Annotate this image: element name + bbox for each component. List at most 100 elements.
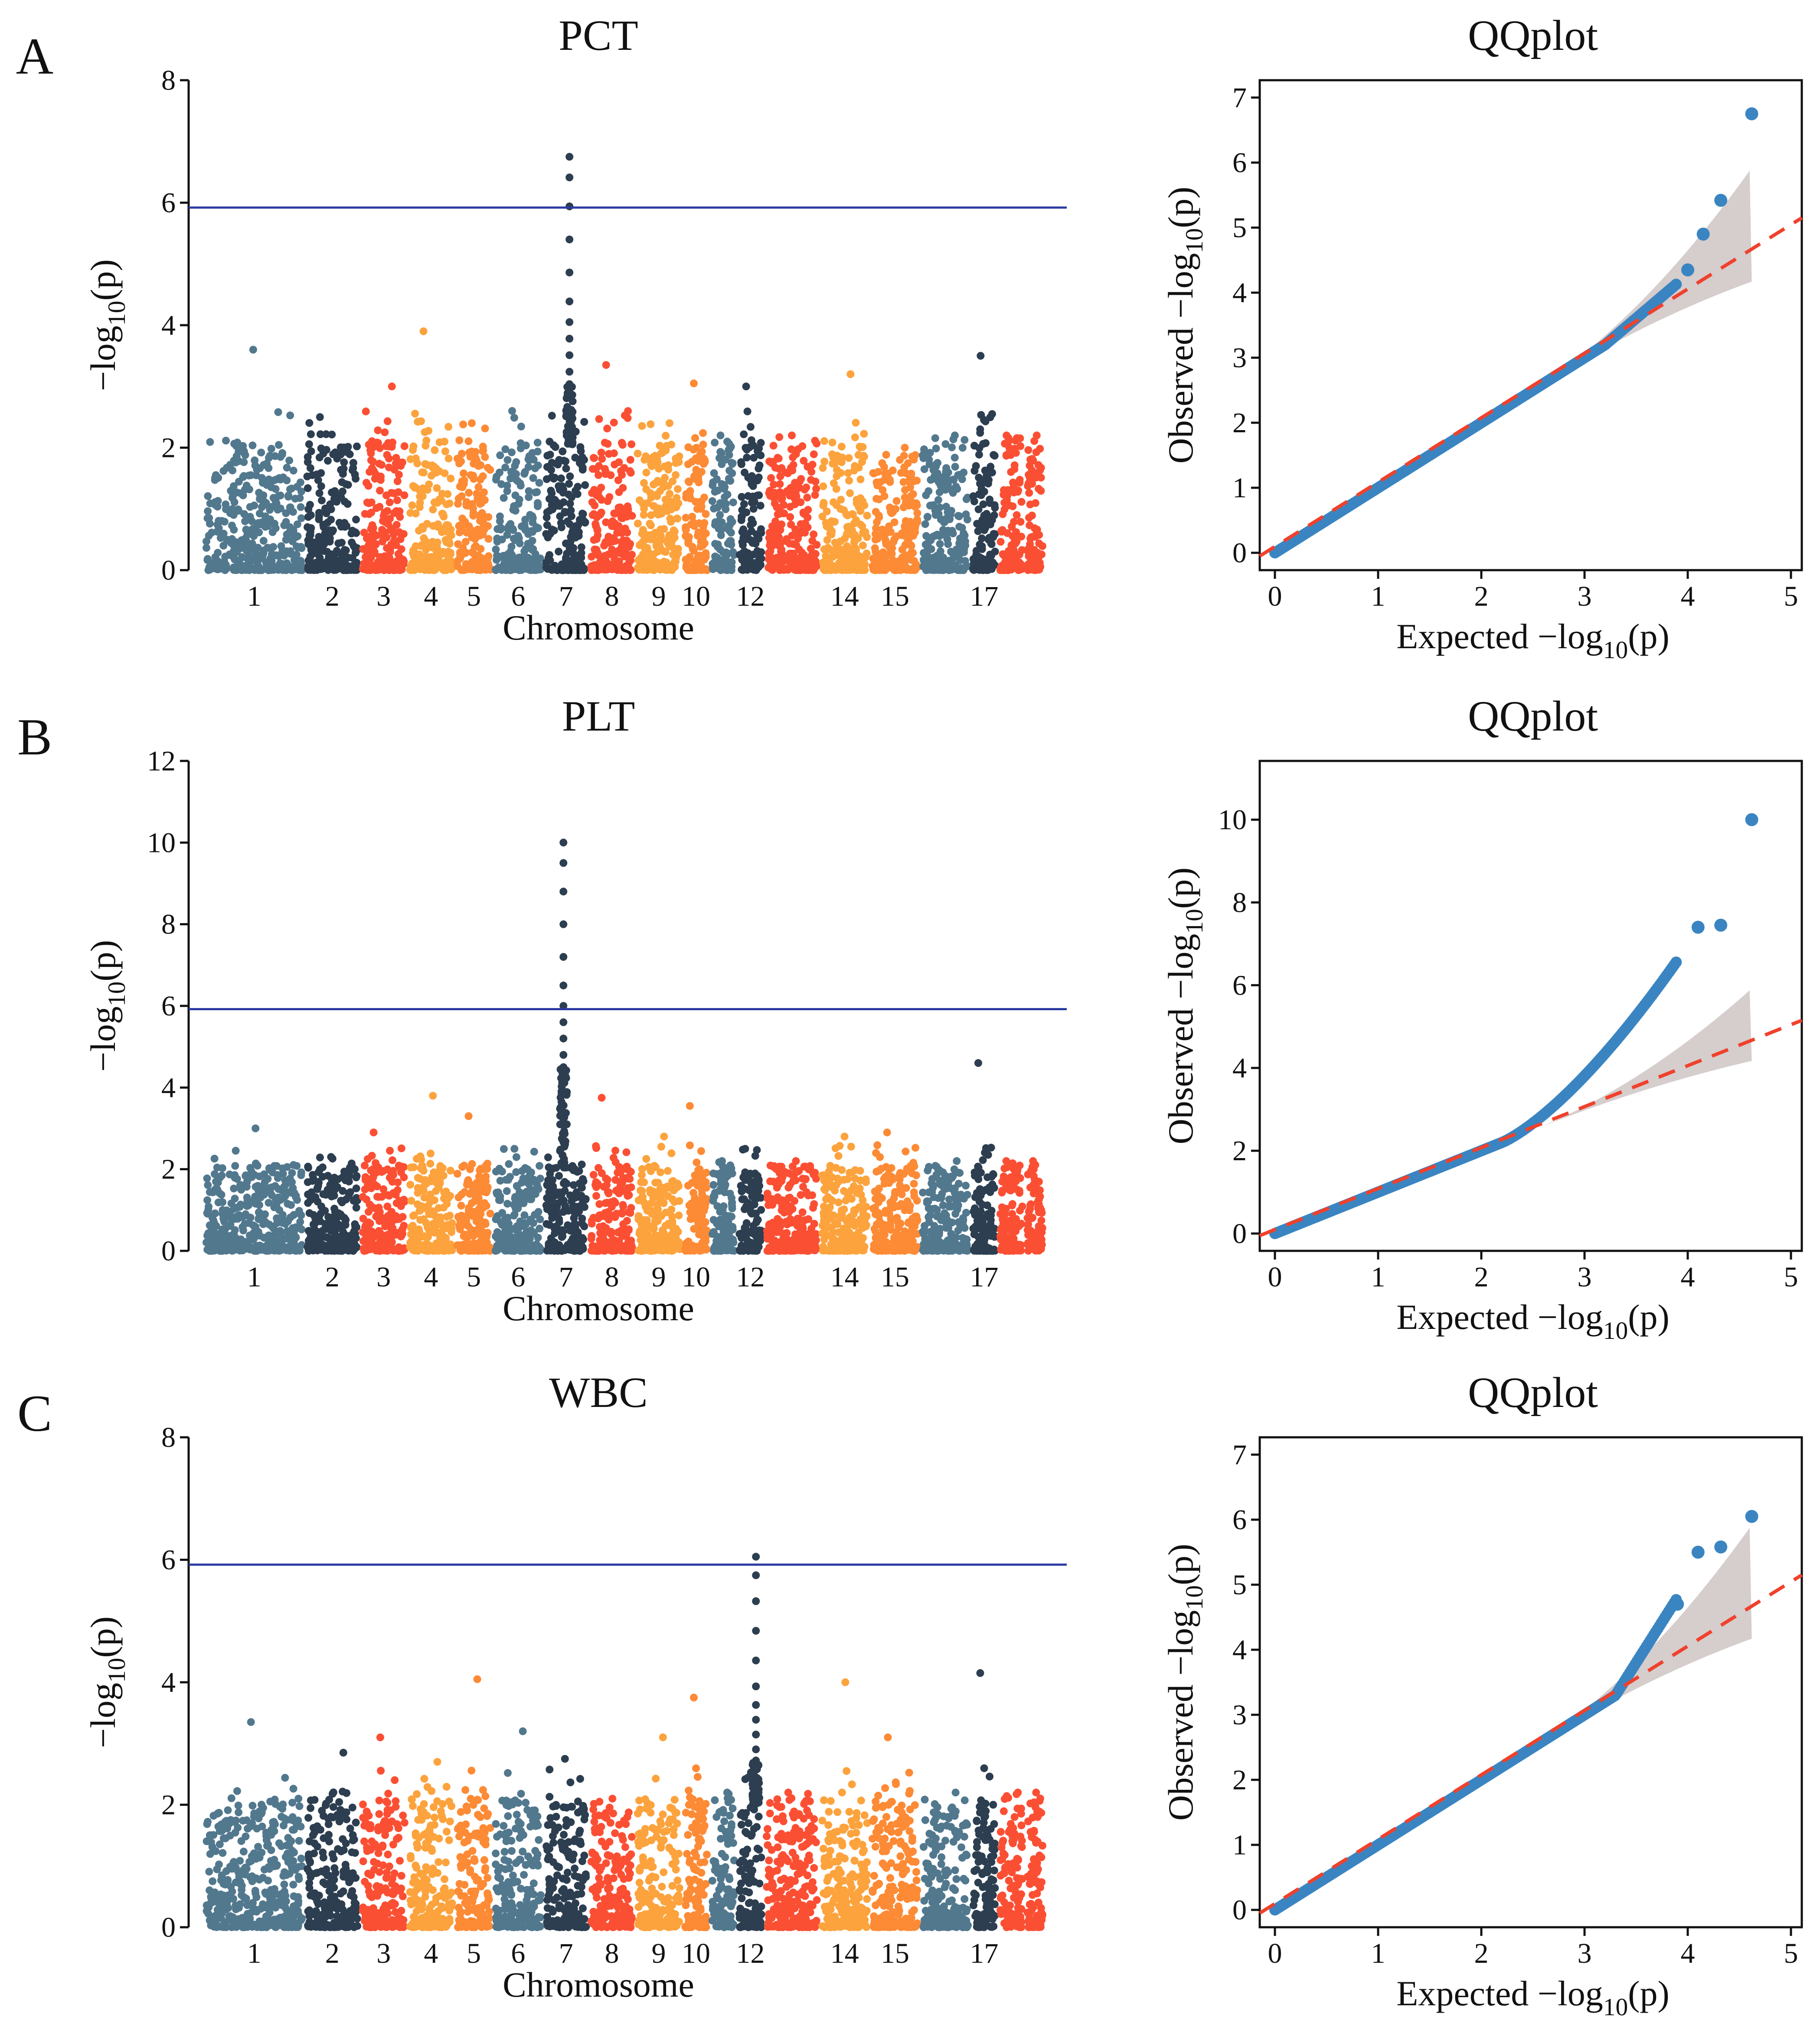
snp-point	[444, 423, 453, 431]
snp-point	[1003, 496, 1011, 504]
snp-point	[581, 481, 589, 489]
snp-point	[418, 523, 426, 531]
snp-point	[325, 558, 333, 566]
snp-point	[238, 536, 246, 544]
snp-point	[652, 542, 660, 550]
snp-point	[327, 1192, 336, 1201]
snp-point	[702, 549, 710, 557]
snp-point	[296, 478, 304, 486]
snp-point	[340, 458, 348, 467]
snp-point	[577, 447, 585, 455]
snp-point	[486, 466, 494, 474]
snp-point	[322, 430, 330, 438]
snp-point	[932, 444, 940, 453]
snp-point	[457, 1247, 465, 1255]
snp-point	[368, 437, 376, 445]
snp-point	[694, 554, 702, 562]
snp-point	[958, 444, 967, 452]
snp-point	[248, 517, 256, 525]
snp-point	[231, 1226, 239, 1234]
snp-point	[1036, 466, 1044, 474]
snp-point	[230, 525, 238, 534]
snp-point	[422, 1204, 431, 1213]
snp-point	[467, 1225, 475, 1234]
snp-point	[204, 1181, 212, 1189]
snp-point	[231, 1162, 239, 1170]
snp-point	[697, 538, 705, 546]
snp-point	[289, 467, 297, 475]
snp-point-max	[369, 1128, 378, 1136]
snp-point	[284, 1200, 292, 1208]
snp-point	[942, 560, 951, 568]
snp-point	[431, 565, 440, 574]
snp-point	[591, 488, 600, 496]
snp-point	[297, 543, 305, 551]
snp-point	[232, 565, 240, 573]
snp-point	[688, 543, 696, 551]
snp-point	[860, 430, 868, 438]
qq-point-top	[1696, 228, 1710, 241]
snp-point	[382, 491, 390, 499]
snp-point	[266, 506, 274, 514]
snp-point	[741, 553, 749, 561]
snp-point	[970, 467, 979, 475]
y-axis-label-part: (p)	[83, 940, 123, 982]
snp-point	[320, 523, 328, 531]
snp-point	[352, 516, 360, 524]
snp-point	[501, 463, 510, 472]
snp-point	[923, 513, 931, 521]
snp-point	[414, 418, 422, 426]
snp-point	[427, 553, 435, 561]
snp-point	[516, 439, 525, 447]
snp-point	[383, 451, 391, 459]
snp-point	[837, 443, 846, 451]
snp-point	[748, 472, 756, 480]
snp-point	[376, 476, 385, 484]
snp-point	[408, 501, 416, 509]
snp-point	[338, 557, 346, 565]
snp-point	[1010, 461, 1019, 470]
qq-frame	[1258, 79, 1803, 571]
snp-point	[359, 545, 367, 553]
snp-point	[305, 534, 314, 542]
snp-point	[245, 552, 253, 561]
snp-point	[500, 494, 508, 502]
snp-point	[409, 446, 417, 454]
snp-point	[879, 563, 887, 571]
snp-point	[417, 1165, 425, 1173]
snp-point	[1017, 532, 1026, 541]
snp-point	[307, 524, 315, 532]
snp-point	[204, 492, 212, 500]
snp-point	[856, 475, 865, 483]
snp-point	[314, 545, 322, 554]
snp-point	[342, 480, 350, 488]
qq-points	[1269, 107, 1758, 558]
snp-point	[260, 1170, 268, 1178]
snp-point	[429, 1220, 437, 1228]
snp-point	[218, 517, 226, 525]
snp-point	[975, 450, 983, 459]
snp-point	[372, 1159, 380, 1167]
snp-point	[389, 1156, 396, 1164]
snp-point	[573, 490, 582, 498]
snp-point	[942, 474, 951, 482]
snp-point	[315, 1178, 323, 1187]
snp-point	[775, 433, 784, 441]
snp-point	[304, 513, 312, 521]
snp-point	[256, 493, 264, 502]
snp-point	[346, 1188, 354, 1197]
snp-point	[476, 517, 484, 525]
snp-point-max	[468, 419, 476, 427]
snp-point	[225, 1170, 234, 1178]
snp-point	[239, 491, 247, 499]
snp-point	[480, 565, 489, 574]
snp-point	[524, 463, 533, 471]
snp-point	[544, 533, 552, 542]
snp-point	[217, 1191, 225, 1199]
snp-point	[326, 1181, 334, 1189]
snp-point	[997, 538, 1005, 546]
snp-point	[250, 501, 258, 509]
snp-point	[455, 459, 463, 467]
snp-point	[464, 564, 473, 571]
snp-point	[394, 1178, 402, 1186]
